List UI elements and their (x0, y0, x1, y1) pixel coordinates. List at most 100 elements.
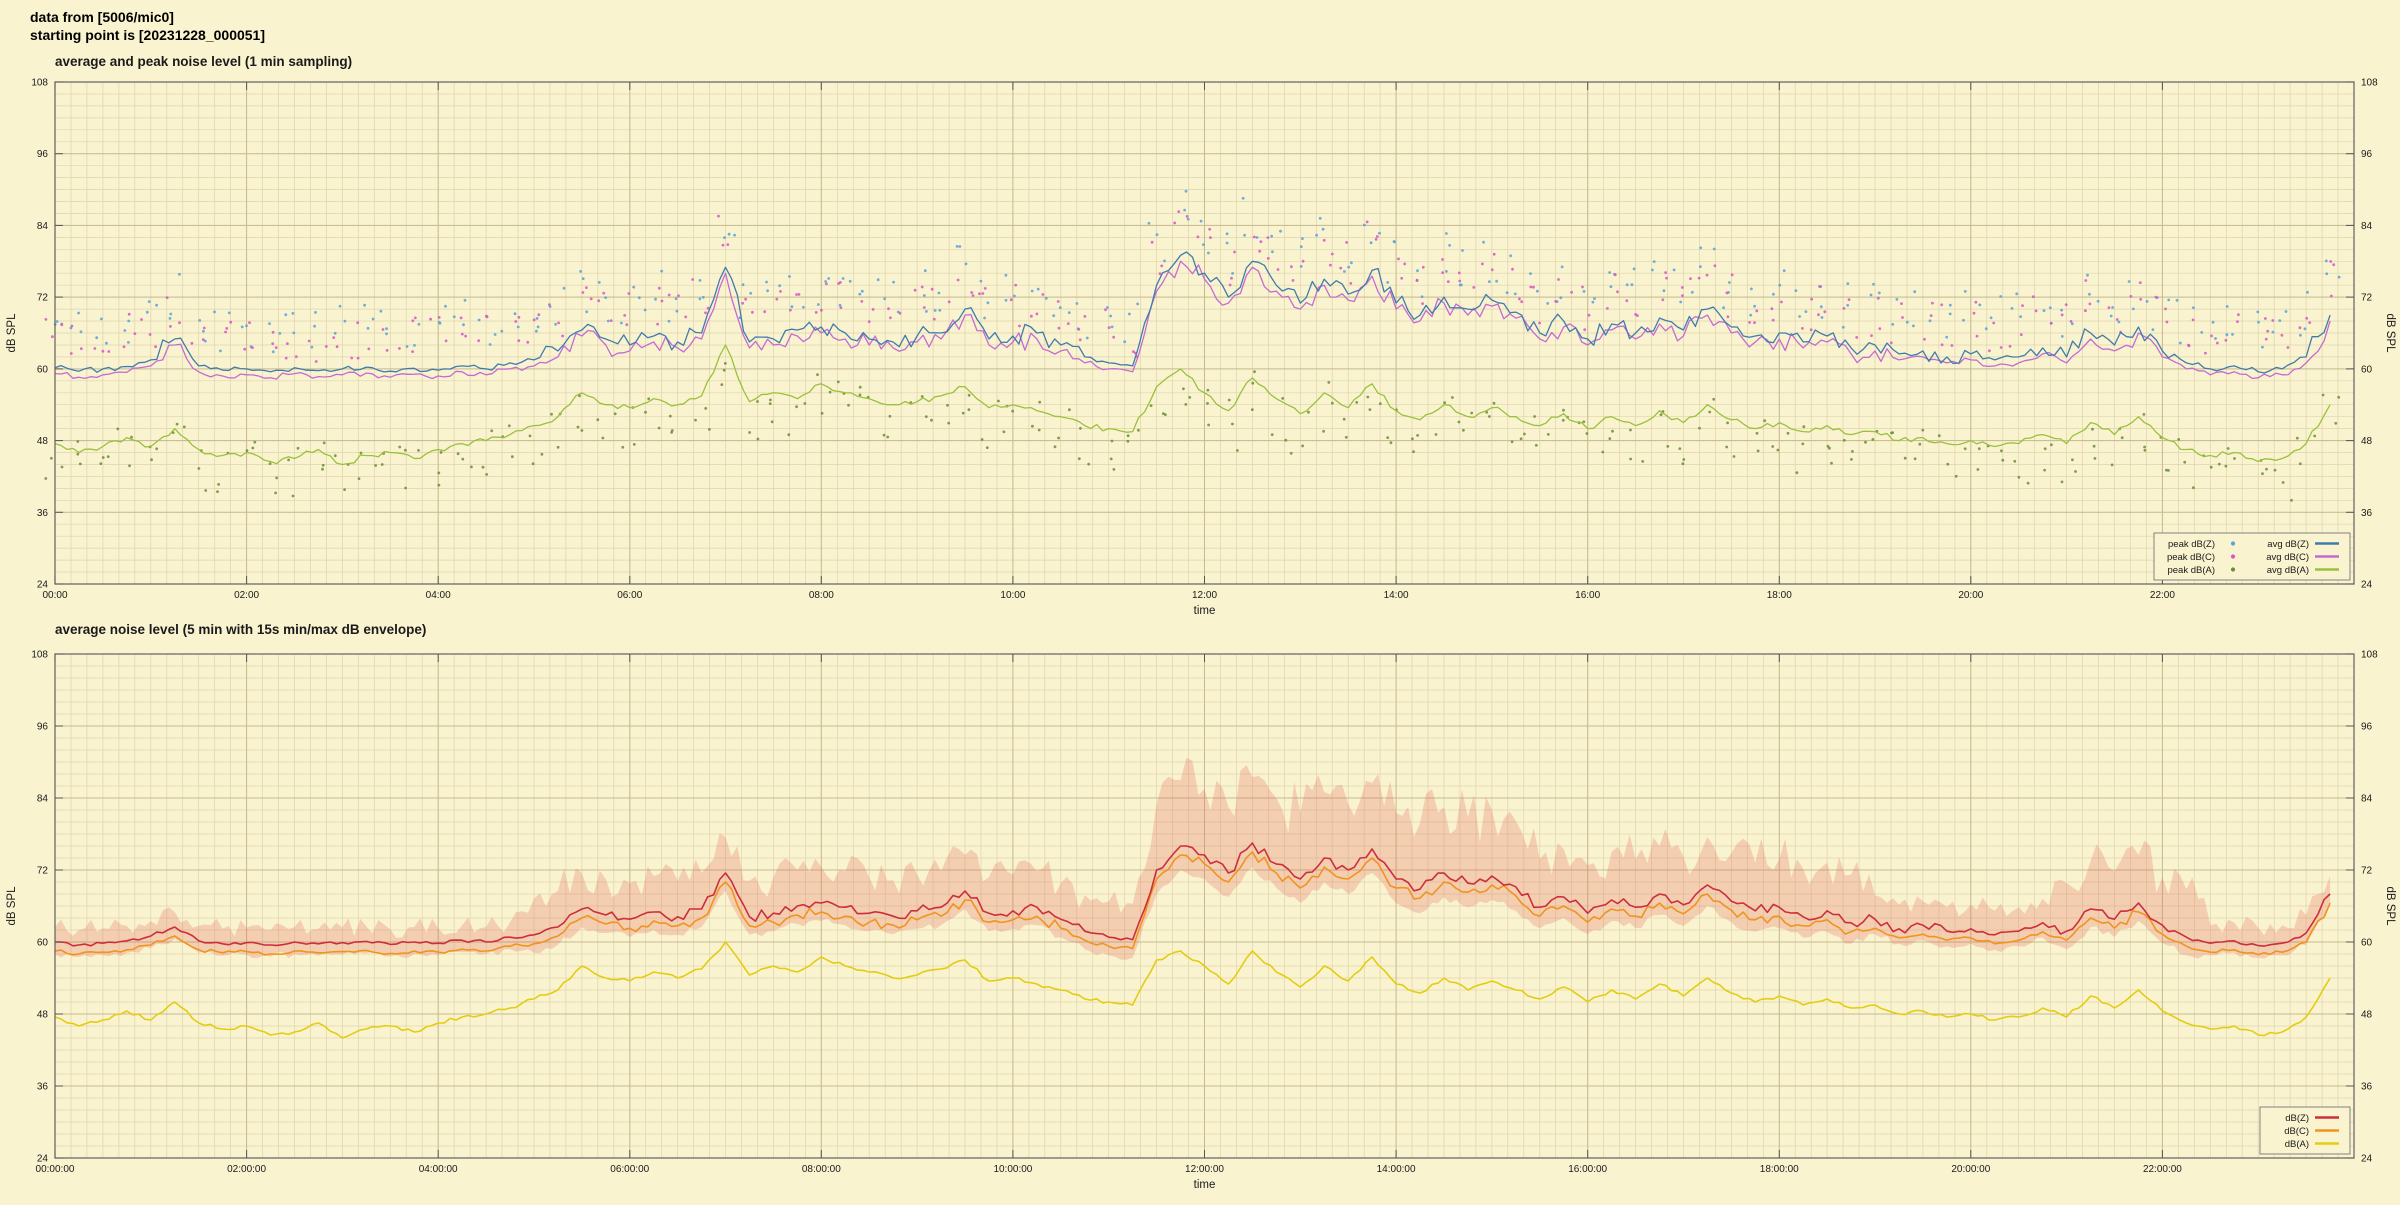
avg-db-c-line (54, 260, 2331, 380)
legend-entry-label: peak dB(Z) (2168, 539, 2215, 550)
y-tick-label-left: 84 (37, 221, 49, 232)
x-axis-label: time (1194, 1179, 1216, 1191)
avg-db-z-line (54, 251, 2331, 374)
y-tick-label-right: 72 (2361, 293, 2373, 304)
legend-box (2259, 1106, 2351, 1155)
series (44, 189, 2341, 502)
chart-title: average and peak noise level (1 min samp… (55, 54, 352, 69)
y-tick-label-right: 48 (2361, 1010, 2373, 1021)
y-axis-label-left: dB SPL (6, 313, 18, 353)
y-axis-label-left: dB SPL (6, 886, 18, 926)
axis-ticks (54, 653, 2354, 1159)
y-tick-label-right: 108 (2361, 650, 2378, 661)
x-tick-label: 22:00 (2150, 590, 2175, 601)
x-tick-label: 06:00:00 (610, 1164, 649, 1175)
legend-entry-label: avg dB(A) (2267, 565, 2309, 576)
y-tick-label-left: 72 (37, 293, 49, 304)
legend: peak dB(Z) peak dB(C) peak dB(A) avg dB(Z) a… (2153, 532, 2351, 581)
legend-entry-label: avg dB(Z) (2267, 539, 2309, 550)
db-z-line (55, 842, 2331, 947)
y-tick-label-right: 24 (2361, 580, 2373, 591)
tick-labels: 24 24 36 36 48 48 60 60 72 72 84 84 96 96 108 108 00:00:… (31, 650, 2378, 1176)
x-tick-label: 22:00:00 (2143, 1164, 2182, 1175)
bottom-chart-svg: 24 24 36 36 48 48 60 60 72 72 84 84 96 96 108 108 00:00:… (6, 622, 2396, 1191)
legend-entry-label: dB(Z) (2285, 1113, 2309, 1124)
legend-box (2153, 532, 2351, 581)
chart-title: average noise level (5 min with 15s min/… (55, 622, 426, 637)
x-tick-label: 18:00:00 (1760, 1164, 1799, 1175)
y-tick-label-left: 48 (37, 436, 49, 447)
y-tick-label-right: 60 (2361, 364, 2373, 375)
legend-entry-label: peak dB(A) (2167, 565, 2215, 576)
y-tick-label-right: 84 (2361, 221, 2373, 232)
y-tick-label-left: 96 (37, 722, 49, 733)
y-axis-label-right: dB SPL (2384, 314, 2396, 354)
axis-ticks (54, 81, 2354, 585)
avg-db-a-line (54, 344, 2331, 466)
legend-marker-dot (2230, 567, 2236, 572)
peak-db-c-points (44, 210, 2336, 363)
legend-entry-label: dB(A) (2285, 1139, 2309, 1150)
peak-db-z-points (53, 189, 2341, 354)
y-tick-label-left: 36 (37, 1082, 49, 1093)
db-c-line (54, 851, 2331, 956)
grid (54, 653, 2355, 1159)
x-tick-label: 12:00 (1192, 590, 1217, 601)
y-tick-label-right: 24 (2361, 1154, 2373, 1165)
y-tick-label-left: 72 (37, 866, 49, 877)
y-tick-label-left: 60 (37, 938, 49, 949)
x-tick-label: 14:00:00 (1377, 1164, 1416, 1175)
y-tick-label-right: 96 (2361, 722, 2373, 733)
y-tick-label-left: 24 (37, 1154, 49, 1165)
db-a-line (54, 941, 2331, 1039)
x-tick-label: 10:00 (1000, 590, 1025, 601)
x-tick-label: 00:00 (42, 590, 67, 601)
x-axis-label: time (1194, 605, 1216, 617)
start-point-line: starting point is [20231228_000051] (30, 27, 266, 43)
y-tick-label-right: 36 (2361, 508, 2373, 519)
y-tick-label-right: 108 (2361, 78, 2378, 89)
x-tick-label: 06:00 (617, 590, 642, 601)
x-tick-label: 04:00 (426, 590, 451, 601)
x-tick-label: 02:00 (234, 590, 259, 601)
y-tick-label-left: 48 (37, 1010, 49, 1021)
y-tick-label-left: 108 (31, 78, 48, 89)
legend-marker-dot (2230, 541, 2236, 546)
legend: dB(Z) dB(C) dB(A) (2259, 1106, 2351, 1155)
legend-entry-label: avg dB(C) (2266, 552, 2309, 563)
peak-db-a-points (44, 362, 2341, 502)
legend-entry-label: peak dB(C) (2167, 552, 2215, 563)
x-tick-label: 18:00 (1767, 590, 1792, 601)
x-tick-label: 20:00:00 (1951, 1164, 1990, 1175)
x-tick-label: 04:00:00 (419, 1164, 458, 1175)
y-tick-label-left: 24 (37, 580, 49, 591)
x-tick-label: 00:00:00 (36, 1164, 75, 1175)
y-tick-label-left: 108 (31, 650, 48, 661)
y-tick-label-left: 36 (37, 508, 49, 519)
y-tick-label-left: 96 (37, 149, 49, 160)
x-tick-label: 12:00:00 (1185, 1164, 1224, 1175)
chart-bottom-avg-envelope: 24 24 36 36 48 48 60 60 72 72 84 84 96 96 108 108 00:00:… (0, 618, 2400, 1205)
data-source-line: data from [5006/mic0] (30, 9, 174, 25)
x-tick-label: 16:00 (1575, 590, 1600, 601)
y-tick-label-right: 36 (2361, 1082, 2373, 1093)
y-tick-label-left: 60 (37, 364, 49, 375)
y-tick-label-right: 48 (2361, 436, 2373, 447)
y-tick-label-right: 60 (2361, 938, 2373, 949)
y-tick-label-right: 72 (2361, 866, 2373, 877)
series (54, 757, 2331, 1039)
y-tick-label-left: 84 (37, 794, 49, 805)
x-tick-label: 08:00 (809, 590, 834, 601)
tick-labels: 24 24 36 36 48 48 60 60 72 72 84 84 96 96 108 108 00:00 0… (31, 78, 2378, 602)
x-tick-label: 14:00 (1384, 590, 1409, 601)
y-tick-label-right: 96 (2361, 149, 2373, 160)
legend-marker-dot (2230, 554, 2236, 559)
x-tick-label: 08:00:00 (802, 1164, 841, 1175)
15s-min-max-envelope-band (55, 757, 2331, 960)
x-tick-label: 10:00:00 (993, 1164, 1032, 1175)
chart-top-avg-peak: 24 24 36 36 48 48 60 60 72 72 84 84 96 96 108 108 00:00 0… (0, 32, 2400, 623)
header: data from [5006/mic0] starting point is … (30, 8, 265, 44)
y-tick-label-right: 84 (2361, 794, 2373, 805)
x-tick-label: 02:00:00 (227, 1164, 266, 1175)
legend-entry-label: dB(C) (2284, 1126, 2309, 1137)
